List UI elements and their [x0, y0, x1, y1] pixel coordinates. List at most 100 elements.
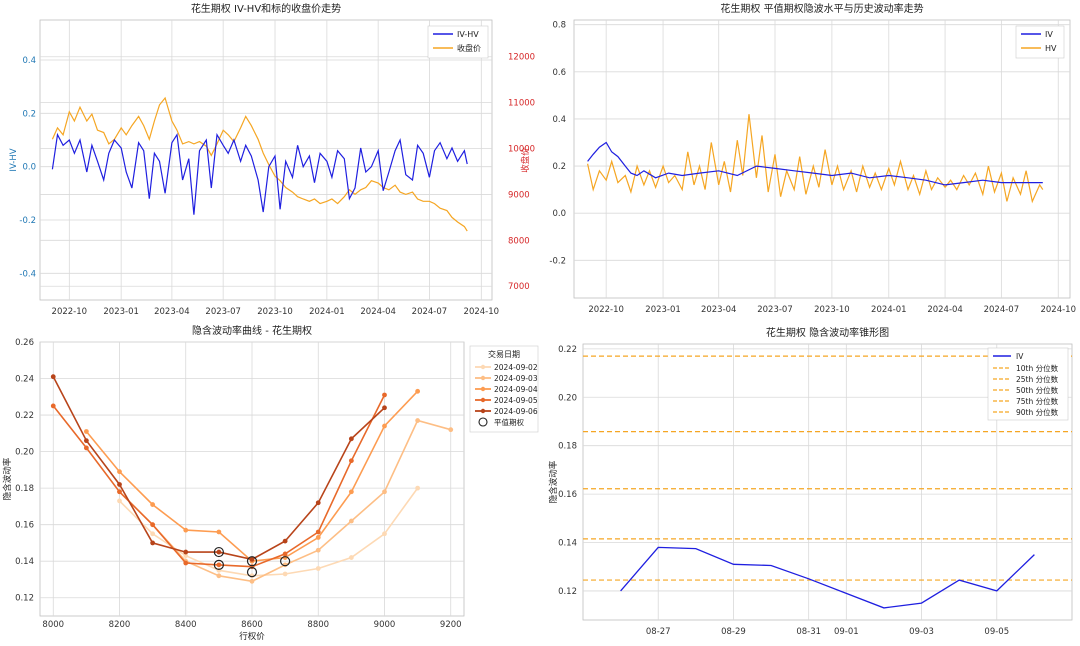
data-point: [415, 388, 421, 394]
y-tick-label: -0.2: [19, 216, 36, 226]
atm-marker: [213, 559, 224, 570]
x-tick-label: 08-29: [721, 627, 746, 637]
data-point: [415, 418, 421, 423]
x-tick-label: 2023-10: [257, 307, 293, 317]
data-point: [216, 573, 222, 579]
x-tick-label: 8800: [307, 620, 329, 630]
legend-title: 交易日期: [488, 349, 520, 359]
x-tick-label: 2024-01: [871, 305, 907, 315]
data-point: [315, 535, 321, 540]
y-tick-label: 0.18: [558, 442, 577, 452]
series-line-iv: [620, 546, 1035, 609]
y-tick-label: 0.24: [15, 375, 34, 385]
legend: IV HV: [1015, 25, 1065, 59]
y-right-tick-label: 8000: [508, 236, 530, 246]
data-point: [117, 489, 122, 495]
y-tick-label: 0.8: [552, 21, 566, 31]
legend-label: 90th 分位数: [1016, 407, 1059, 417]
atm-marker: [280, 556, 291, 567]
x-tick-label: 2023-10: [814, 305, 850, 315]
series-line-iv: [587, 141, 1043, 186]
data-point: [348, 436, 354, 442]
x-tick-label: 2024-10: [1040, 305, 1076, 315]
x-tick-label: 2024-10: [464, 307, 500, 317]
legend-swatch-dot: [480, 364, 486, 370]
y-tick-label: 0.6: [552, 68, 566, 78]
x-tick-label: 9200: [440, 620, 462, 630]
data-point: [183, 527, 189, 533]
data-point: [348, 518, 354, 524]
data-point: [150, 540, 156, 546]
y-tick-label: 0.2: [552, 162, 566, 172]
data-point: [249, 578, 255, 584]
chart-title: 花生期权 平值期权隐波水平与历史波动率走势: [720, 2, 923, 15]
data-point: [282, 551, 288, 557]
x-tick-label: 09-05: [984, 627, 1009, 637]
legend-swatch-dot: [480, 397, 486, 403]
chart-title: 花生期权 IV-HV和标的收盘价走势: [191, 2, 341, 15]
data-point: [183, 549, 189, 555]
y-tick-label: 0.20: [558, 393, 577, 403]
x-axis-label: 行权价: [239, 631, 265, 642]
data-point: [183, 553, 189, 559]
x-tick-label: 8200: [109, 620, 131, 630]
x-tick-label: 08-27: [646, 627, 671, 637]
legend-label: 50th 分位数: [1016, 385, 1059, 395]
legend-label: 75th 分位数: [1016, 396, 1059, 406]
x-tick-label: 2024-07: [412, 307, 448, 317]
x-tick-label: 2024-04: [360, 307, 396, 317]
data-point: [216, 562, 222, 568]
data-point: [315, 547, 321, 553]
y-right-tick-label: 7000: [508, 282, 530, 292]
y-right-tick-label: 9000: [508, 190, 530, 200]
data-point: [348, 458, 354, 464]
legend-swatch-dot: [480, 386, 486, 392]
x-tick-label: 2023-01: [645, 305, 681, 315]
data-point: [348, 555, 354, 560]
y-axis-right-label: 收盘价: [520, 147, 531, 173]
y-tick-label: -0.2: [549, 256, 566, 266]
legend-label: 2024-09-02: [494, 363, 538, 372]
legend-box: [987, 347, 1069, 421]
x-tick-label: 09-01: [834, 627, 859, 637]
data-point: [117, 498, 122, 504]
y-tick-label: 0.22: [558, 345, 577, 355]
y-axis-label: 隐含波动率: [548, 460, 559, 503]
data-point: [249, 556, 255, 562]
y-tick-label: 0.14: [15, 557, 34, 567]
data-point: [315, 529, 321, 535]
x-tick-label: 09-03: [909, 627, 934, 637]
y-tick-label: 0.4: [552, 115, 566, 125]
chart-iv-cone: 08-27 08-29 08-31 09-01 09-03 09-05 0.12 0.14 0.…: [548, 326, 1073, 637]
data-point: [117, 482, 122, 487]
legend-swatch-dot: [480, 375, 486, 381]
data-point: [282, 538, 288, 544]
x-tick-label: 8400: [175, 620, 197, 630]
legend-label: 2024-09-03: [494, 374, 538, 383]
data-point: [216, 549, 222, 555]
data-point: [415, 485, 421, 491]
chart-iv-smile: 8000 8200 8400 8600 8800 9000 9200 0.12 0.14 0.16…: [2, 324, 539, 642]
data-point: [50, 374, 56, 380]
legend-label: 10th 分位数: [1016, 363, 1059, 373]
plot-frame: [573, 19, 1071, 299]
y-tick-label: 0.12: [558, 587, 577, 597]
x-tick-label: 8600: [241, 620, 263, 630]
legend-label: 25th 分位数: [1016, 374, 1059, 384]
y-right-tick-label: 10000: [508, 145, 535, 155]
legend-box: [427, 25, 489, 59]
y-tick-label: 0.12: [15, 594, 34, 604]
legend-label: HV: [1045, 44, 1057, 53]
data-point: [382, 531, 387, 537]
y-tick-label: 0.22: [15, 411, 34, 421]
y-right-tick-label: 11000: [508, 99, 535, 109]
data-point: [348, 489, 354, 495]
x-tick-label: 2022-10: [52, 307, 88, 317]
legend-label: 收盘价: [457, 43, 481, 53]
y-axis-label: IV-HV: [9, 148, 19, 171]
data-point: [150, 502, 156, 507]
y-tick-label: 0.0: [22, 163, 36, 173]
data-point: [382, 392, 387, 398]
legend-label: 2024-09-04: [494, 385, 538, 394]
